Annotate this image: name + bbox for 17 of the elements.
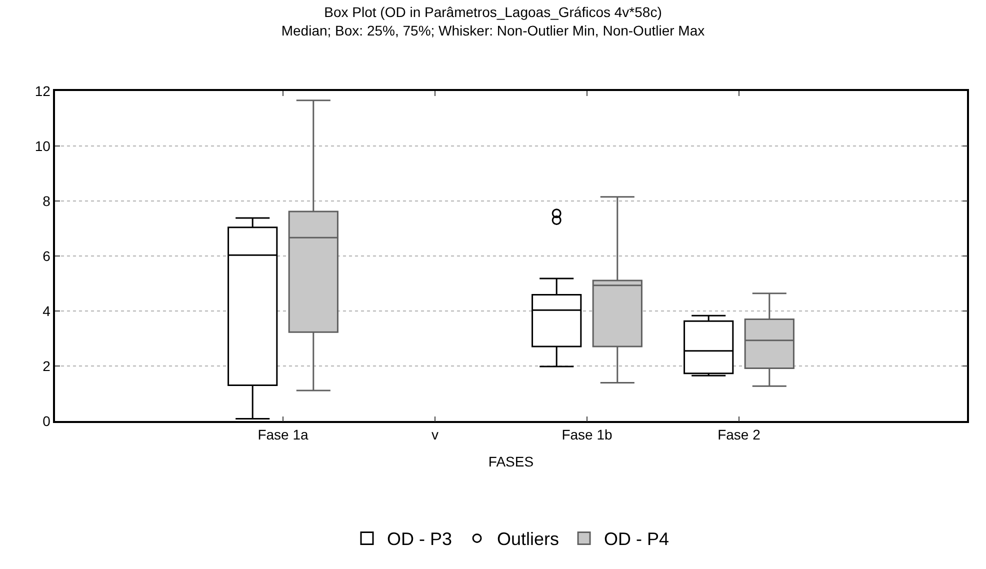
y-tick-label: 2 (42, 358, 51, 374)
y-tick-label: 8 (42, 192, 51, 209)
x-tick-label: Fase 2 (718, 426, 761, 443)
chart-subtitle: Median; Box: 25%, 75%; Whisker: Non-Outlier Min, Non-Outlier Max (281, 22, 705, 38)
legend-label: OD - P4 (604, 529, 670, 550)
y-tick-label: 4 (42, 302, 51, 319)
x-tick-label: Fase 1a (258, 426, 309, 443)
chart-title: Box Plot (OD in Parâmetros_Lagoas_Gráficos 4v*58c) (324, 4, 662, 20)
x-tick-label: Fase 1b (562, 426, 613, 443)
legend-label: Outliers (497, 529, 560, 550)
x-tick-label: v (432, 426, 438, 443)
y-tick-label: 10 (34, 138, 51, 154)
y-tick-label: 0 (42, 412, 51, 429)
y-tick-label: 6 (42, 248, 51, 264)
x-axis-title: FASES (488, 453, 534, 470)
y-tick-label: 12 (34, 82, 51, 99)
legend-label: OD - P3 (387, 529, 452, 550)
